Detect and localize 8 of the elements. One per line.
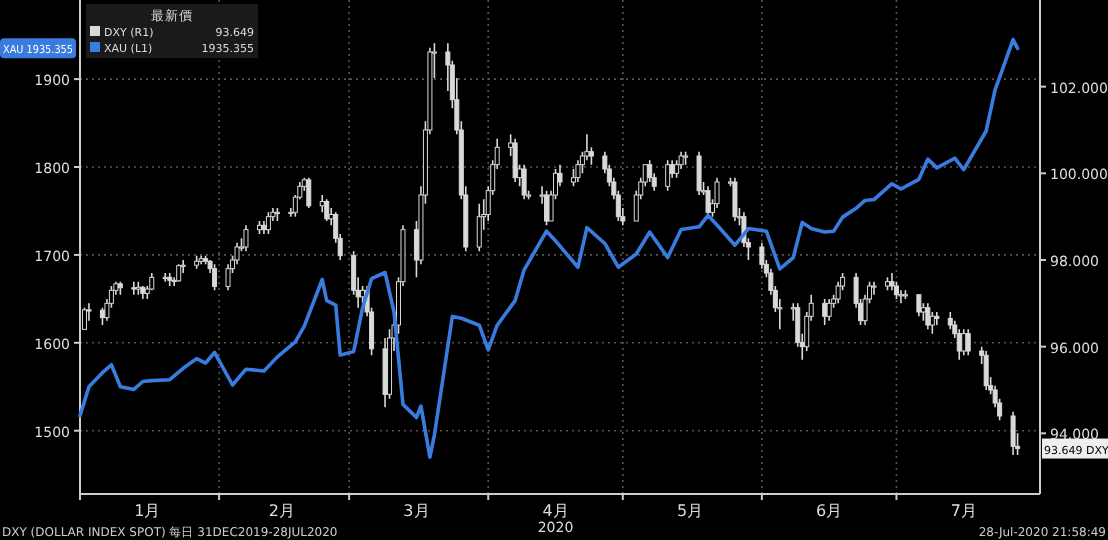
x-tick-label: 7月 [950,502,977,520]
x-tick-label: 6月 [816,502,843,520]
line-series [78,37,1020,459]
x-tick-label: 4月 [542,502,569,520]
x-tick-label: 1月 [134,502,161,520]
x-tick-label: 3月 [403,502,430,520]
x-tick-label: 2月 [268,502,295,520]
x-tick-label: 5月 [677,502,704,520]
